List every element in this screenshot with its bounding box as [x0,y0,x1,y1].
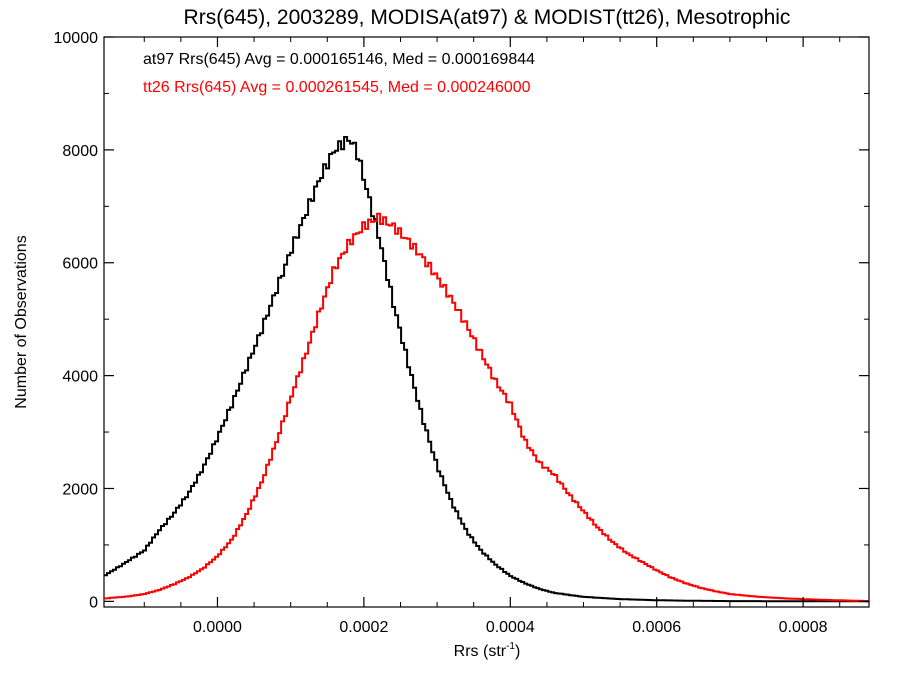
y-tick-label: 10000 [54,30,99,47]
x-axis-label-sup: -1 [506,641,515,652]
series-line-0 [104,136,869,603]
x-tick-label: 0.0002 [339,619,388,636]
y-tick-label: 6000 [62,256,98,273]
plot-frame [103,36,870,608]
series-line-1 [104,212,869,602]
x-tick-label: 0.0008 [779,619,828,636]
annotation-tt26: tt26 Rrs(645) Avg = 0.000261545, Med = 0… [143,79,531,96]
x-axis-label: Rrs (str-1) [454,641,521,660]
x-tick-label: 0.0006 [632,619,681,636]
x-axis-label-main: Rrs (str [454,643,507,660]
x-axis-label-end: ) [515,643,520,660]
x-tick-label: 0.0000 [193,619,242,636]
y-tick-label: 4000 [62,369,98,386]
series-layer [104,136,869,603]
x-tick-label: 0.0004 [486,619,535,636]
y-tick-label: 8000 [62,143,98,160]
y-axis-label: Number of Observations [13,235,30,408]
annotation-at97: at97 Rrs(645) Avg = 0.000165146, Med = 0… [143,51,535,68]
chart-title: Rrs(645), 2003289, MODISA(at97) & MODIST… [184,6,791,29]
y-tick-label: 0 [89,594,98,611]
y-axis-ticks: 0 2000 4000 6000 8000 10000 [54,30,869,611]
y-tick-label: 2000 [62,481,98,498]
x-axis-ticks: 0.0000 0.0002 0.0004 0.0006 0.0008 [143,37,841,636]
